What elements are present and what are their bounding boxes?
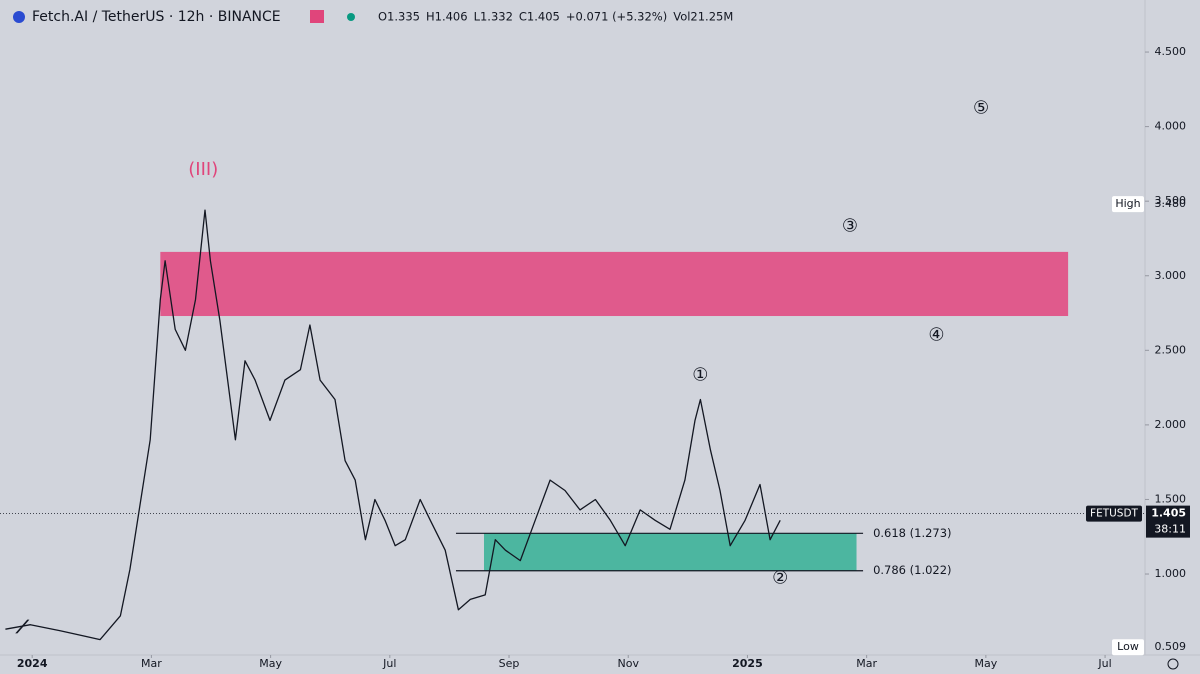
- countdown: 38:11: [1154, 523, 1186, 536]
- ohlc: O1.335 H1.406 L1.332 C1.405 +0.071 (+5.32%) V…: [378, 10, 733, 24]
- low-value: 0.509: [1155, 640, 1187, 653]
- ohlc-item: C1.405: [519, 10, 560, 24]
- zone: [160, 251, 1069, 317]
- wave-label: ④: [928, 324, 944, 345]
- ohlc-item: L1.332: [474, 10, 513, 24]
- wave-label: ⑤: [973, 98, 989, 119]
- y-tick-label: 1.500: [1155, 492, 1187, 505]
- ohlc-item: Vol21.25M: [673, 10, 733, 24]
- symbol-badge: [1086, 505, 1142, 522]
- price-badge-label: 1.405: [1151, 507, 1186, 520]
- low-label: Low: [1117, 640, 1139, 653]
- symbol: Fetch.AI / TetherUS · 12h · BINANCE: [32, 9, 281, 25]
- x-tick-label: Nov: [617, 657, 639, 670]
- tv-logo: ⟋: [15, 617, 30, 638]
- x-tick-label: 2025: [732, 657, 763, 670]
- wave-label: ①: [692, 365, 708, 386]
- x-tick-label: Jul: [1097, 657, 1111, 670]
- y-tick-label: 4.500: [1155, 45, 1187, 58]
- ohlc-item: O1.335: [378, 10, 420, 24]
- ohlc-item: +0.071 (+5.32%): [566, 10, 667, 24]
- y-tick-label: 3.000: [1155, 269, 1187, 282]
- high-value: 3.480: [1155, 197, 1187, 210]
- x-tick-label: May: [259, 657, 282, 670]
- wave-label: ②: [772, 567, 788, 588]
- settings-icon[interactable]: [1167, 658, 1179, 670]
- x-tick-label: May: [974, 657, 997, 670]
- y-tick-label: 4.000: [1155, 120, 1187, 133]
- x-tick-label: 2024: [17, 657, 48, 670]
- price-line: [5, 209, 781, 641]
- high-badge: [1112, 196, 1144, 213]
- x-tick-label: Jul: [382, 657, 396, 670]
- price-badge: [1146, 505, 1190, 538]
- logo: [13, 11, 25, 23]
- wave-label: (III): [188, 159, 218, 180]
- y-tick-label: 1.000: [1155, 567, 1187, 580]
- symbol-badge-label: FETUSDT: [1090, 508, 1139, 520]
- x-tick-label: Sep: [499, 657, 520, 670]
- x-tick-label: Mar: [856, 657, 877, 670]
- flag[interactable]: [310, 10, 324, 23]
- low-badge: [1112, 639, 1144, 656]
- fib-label: 0.786 (1.022): [873, 563, 951, 577]
- y-tick-label: 2.500: [1155, 343, 1187, 356]
- wave-label: ③: [842, 216, 858, 237]
- status-dot: [347, 13, 355, 21]
- ohlc-item: H1.406: [426, 10, 468, 24]
- fib-label: 0.618 (1.273): [873, 526, 951, 540]
- zone: [483, 533, 857, 571]
- x-tick-label: Mar: [141, 657, 162, 670]
- y-tick-label: 3.500: [1155, 194, 1187, 207]
- y-tick-label: 2.000: [1155, 418, 1187, 431]
- high-label: High: [1115, 197, 1140, 210]
